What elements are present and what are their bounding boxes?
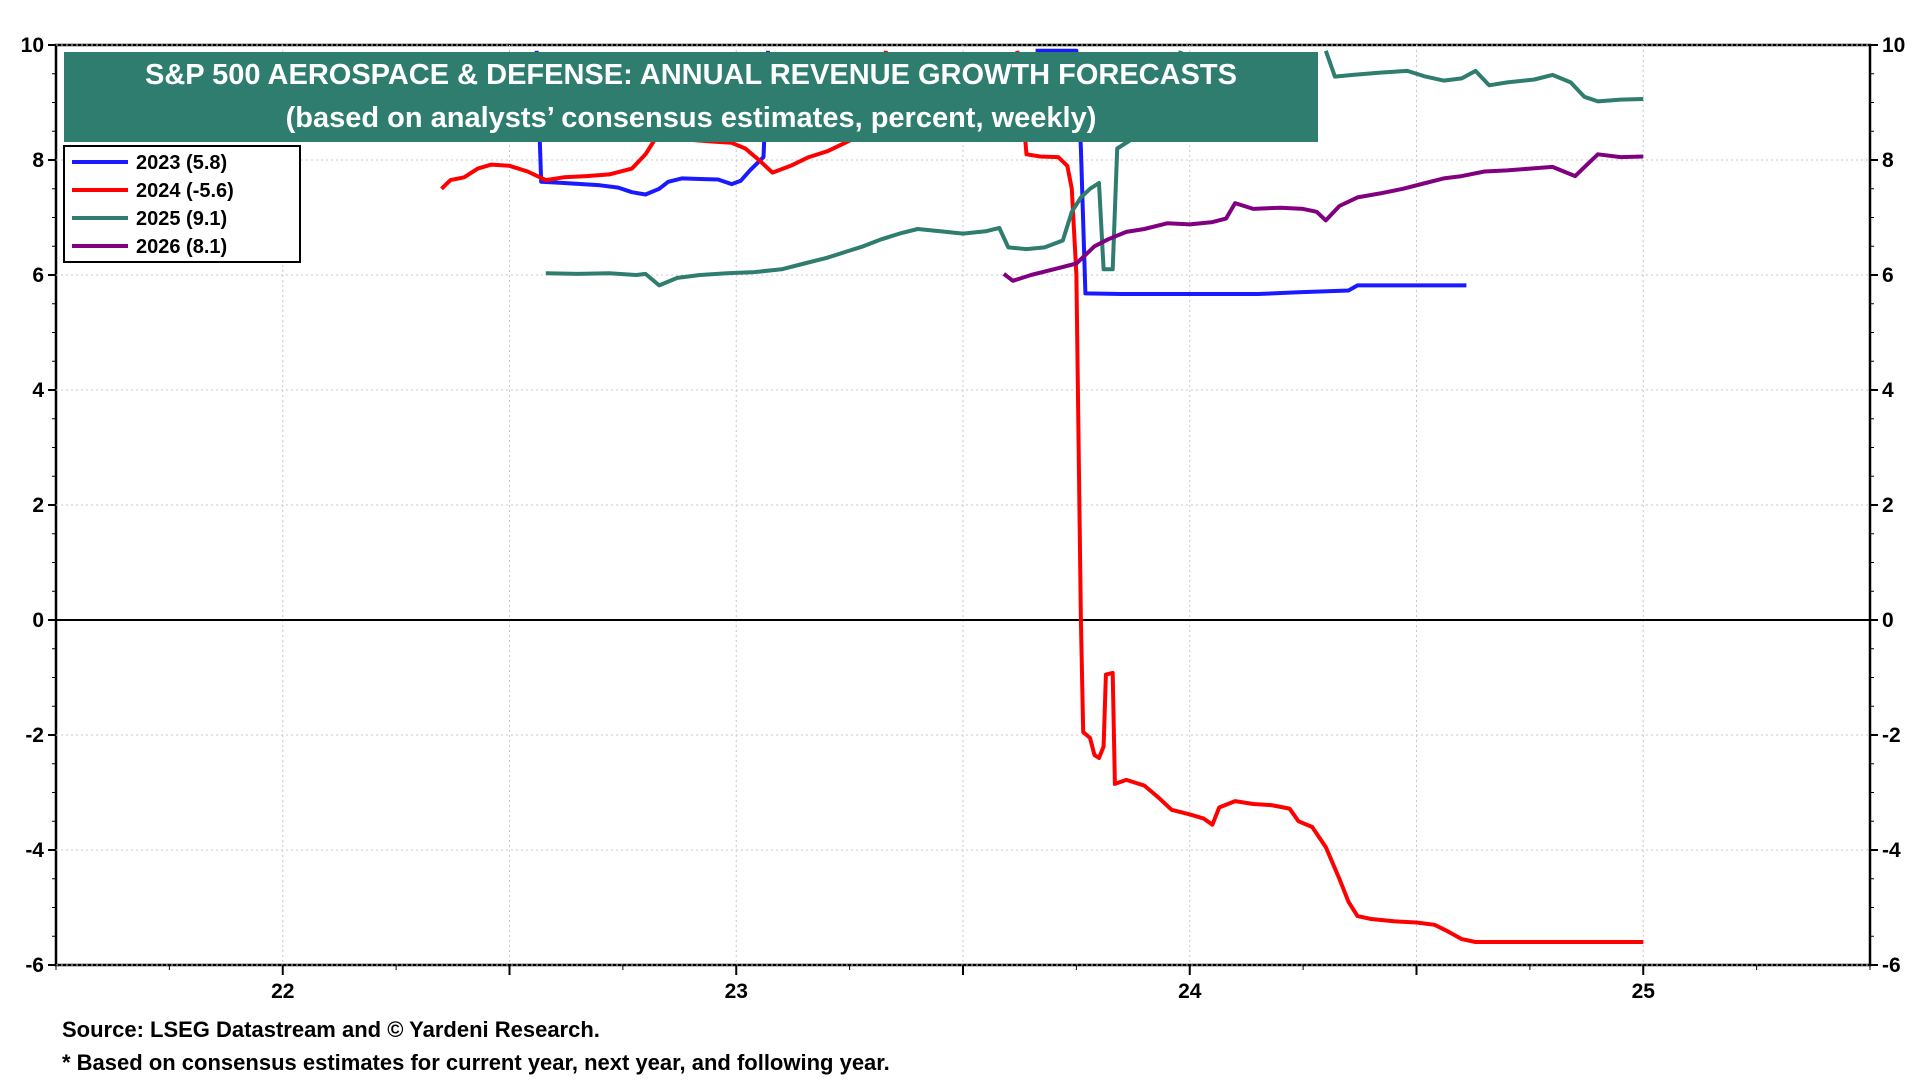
legend: 2023 (5.8) 2024 (-5.6) 2025 (9.1) 2026 (8.1… bbox=[63, 145, 301, 263]
legend-box bbox=[63, 145, 301, 263]
y-tick-label-right: -6 bbox=[1882, 954, 1901, 977]
y-tick-label-right: -2 bbox=[1882, 724, 1901, 747]
x-tick-label: 22 bbox=[271, 980, 294, 1003]
chart-title: S&P 500 AEROSPACE & DEFENSE: ANNUAL REVE… bbox=[145, 59, 1237, 91]
series-line-2026 bbox=[1002, 152, 1644, 283]
y-tick-label-right: 0 bbox=[1882, 609, 1894, 632]
legend-label-2026: 2026 (8.1) bbox=[136, 236, 227, 258]
x-tick-label: 24 bbox=[1178, 980, 1202, 1003]
y-tick-label-right: 4 bbox=[1882, 379, 1894, 402]
axis-ticks bbox=[48, 44, 1878, 975]
y-tick-label-left: 2 bbox=[32, 494, 44, 517]
y-tick-label-right: 10 bbox=[1882, 34, 1905, 57]
title-background bbox=[64, 52, 1318, 142]
y-tick-label-left: -6 bbox=[25, 954, 44, 977]
chart-subtitle: (based on analysts’ consensus estimates,… bbox=[286, 102, 1097, 134]
y-tick-label-right: 2 bbox=[1882, 494, 1894, 517]
legend-label-2024: 2024 (-5.6) bbox=[136, 180, 234, 202]
series-line-2024-segment-2 bbox=[1015, 50, 1644, 944]
y-tick-label-left: -4 bbox=[25, 839, 44, 862]
series-line-2025-segment-2 bbox=[1323, 50, 1644, 104]
x-tick-label: 25 bbox=[1632, 980, 1656, 1003]
y-tick-label-left: 8 bbox=[32, 149, 44, 172]
series-lines bbox=[440, 48, 1644, 944]
legend-label-2025: 2025 (9.1) bbox=[136, 208, 227, 230]
y-tick-label-right: 8 bbox=[1882, 149, 1894, 172]
y-tick-label-right: -4 bbox=[1882, 839, 1901, 862]
legend-label-2023: 2023 (5.8) bbox=[136, 152, 227, 174]
y-tick-label-left: 10 bbox=[21, 34, 44, 57]
y-tick-label-left: 4 bbox=[32, 379, 44, 402]
footnote: * Based on consensus estimates for curre… bbox=[62, 1050, 890, 1075]
y-tick-label-left: 0 bbox=[32, 609, 44, 632]
series-line-2025 bbox=[545, 50, 1183, 288]
y-tick-label-left: -2 bbox=[25, 724, 44, 747]
x-tick-label: 23 bbox=[725, 980, 748, 1003]
source-note: Source: LSEG Datastream and © Yardeni Re… bbox=[62, 1017, 600, 1042]
y-tick-label-right: 6 bbox=[1882, 264, 1894, 287]
title-banner: S&P 500 AEROSPACE & DEFENSE: ANNUAL REVE… bbox=[64, 52, 1318, 142]
axis-tick-labels: 10 108 86 64 42 20 0-2 -2-4 -4-6 -622 23 24 25 bbox=[21, 34, 1906, 1003]
series-line-2023 bbox=[534, 50, 770, 197]
y-tick-label-left: 6 bbox=[32, 264, 44, 287]
gridlines bbox=[56, 44, 1870, 966]
